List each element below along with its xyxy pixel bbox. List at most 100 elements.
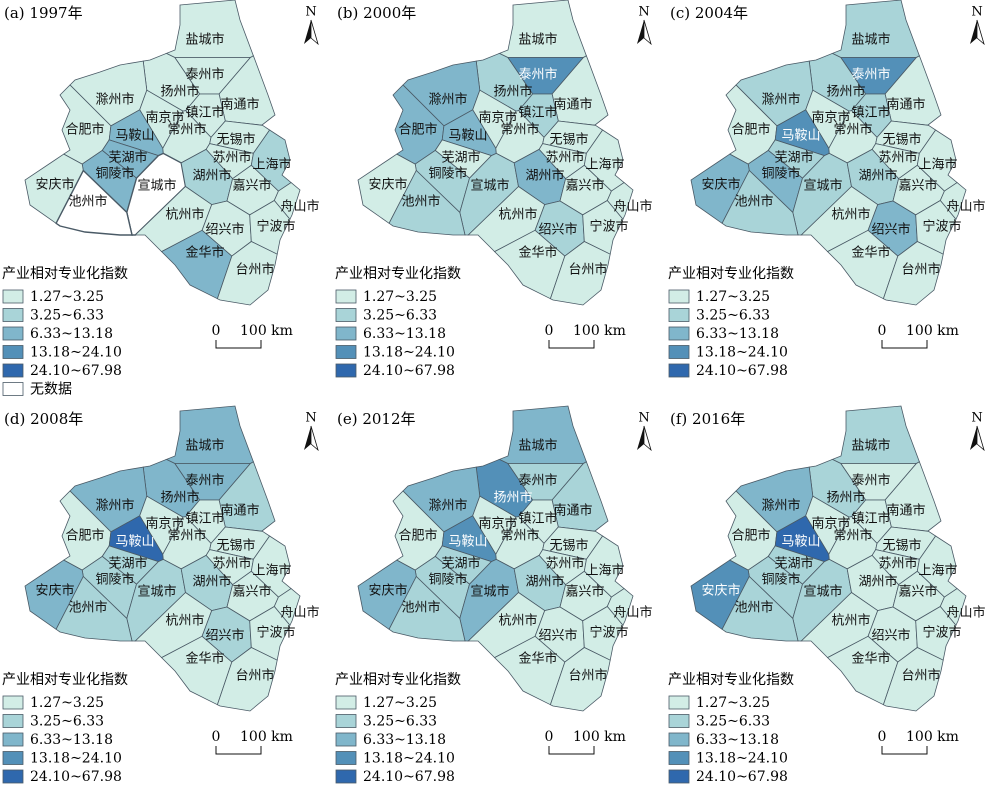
region	[721, 575, 799, 642]
region-label: 盐城市	[185, 438, 224, 454]
region-label: 滁州市	[428, 498, 467, 514]
legend-label: 24.10~67.98	[696, 363, 788, 379]
region-label: 镇江市	[185, 511, 224, 527]
region-label: 常州市	[167, 528, 206, 544]
region-label: 舟山市	[613, 605, 652, 621]
region-label: 南通市	[553, 503, 592, 519]
region-label: 铜陵市	[428, 166, 467, 182]
region-label: 嘉兴市	[898, 584, 937, 600]
north-label: N	[638, 5, 649, 20]
region-label: 台州市	[235, 262, 274, 278]
region-label: 绍兴市	[871, 222, 910, 238]
legend-swatch	[335, 345, 357, 359]
region-label: 常州市	[833, 528, 872, 544]
region-label: 扬州市	[160, 84, 199, 100]
region-label: 安庆市	[368, 177, 407, 193]
region	[388, 169, 466, 236]
north-label: N	[971, 411, 982, 426]
region-label: 宣城市	[137, 584, 176, 600]
region-label: 南通市	[553, 97, 592, 113]
region	[549, 241, 611, 306]
region-label: 泰州市	[518, 67, 557, 83]
legend-swatch	[335, 363, 357, 378]
legend-swatch	[668, 308, 690, 322]
region-label: 南通市	[886, 97, 925, 113]
north-arrow-half	[643, 19, 652, 46]
legend-swatch	[335, 769, 357, 784]
legend-swatch	[335, 326, 357, 341]
legend-swatch	[668, 326, 690, 341]
region-label: 南京市	[478, 516, 517, 532]
region-label: 湖州市	[525, 168, 564, 184]
region-label: 金华市	[518, 651, 557, 667]
region-label: 上海市	[918, 563, 957, 579]
region-label: 马鞍山	[781, 534, 820, 550]
region-label: 扬州市	[826, 490, 865, 506]
region-label: 安庆市	[701, 583, 740, 599]
scale-start: 0	[212, 729, 221, 745]
scale-start: 0	[545, 323, 554, 339]
region-label: 金华市	[851, 651, 890, 667]
legend-swatch	[2, 308, 24, 322]
region-label: 嘉兴市	[898, 178, 937, 194]
region	[216, 647, 278, 712]
region	[831, 405, 920, 464]
legend-label: 1.27~3.25	[30, 289, 104, 305]
legend-label: 13.18~24.10	[363, 751, 455, 767]
north-label: N	[638, 411, 649, 426]
legend-label: 1.27~3.25	[363, 695, 437, 711]
region-label: 镇江市	[518, 511, 557, 527]
region-label: 宁波市	[256, 625, 295, 641]
region	[357, 153, 417, 224]
region-label: 盐城市	[851, 438, 890, 454]
north-label: N	[305, 5, 316, 20]
region-label: 泰州市	[518, 473, 557, 489]
region-label: 常州市	[833, 122, 872, 138]
region-label: 滁州市	[428, 92, 467, 108]
legend-title: 产业相对专业化指数	[335, 266, 461, 282]
legend-swatch	[668, 363, 690, 378]
legend-label: 3.25~6.33	[30, 714, 104, 730]
legend-title: 产业相对专业化指数	[2, 266, 128, 282]
region-label: 金华市	[851, 245, 890, 261]
region-label: 滁州市	[95, 498, 134, 514]
north-arrow-half	[976, 19, 985, 46]
legend-label: 1.27~3.25	[696, 695, 770, 711]
legend-label: 1.27~3.25	[363, 289, 437, 305]
region-label: 无锡市	[216, 132, 255, 148]
scale-start: 0	[878, 729, 887, 745]
region-label: 杭州市	[165, 207, 204, 223]
region-label: 南通市	[886, 503, 925, 519]
region-label: 安庆市	[701, 177, 740, 193]
legend-label: 3.25~6.33	[363, 308, 437, 324]
region	[55, 575, 133, 642]
panel-title: (c) 2004年	[670, 4, 748, 22]
north-label: N	[971, 5, 982, 20]
region-label: 马鞍山	[448, 534, 487, 550]
region-label: 泰州市	[851, 473, 890, 489]
region-label: 铜陵市	[761, 572, 800, 588]
region-label: 台州市	[568, 262, 607, 278]
scale-bar	[881, 340, 928, 349]
region	[216, 241, 278, 306]
region-label: 马鞍山	[115, 128, 154, 144]
region-label: 滁州市	[95, 92, 134, 108]
legend-swatch	[335, 732, 357, 747]
legend-label: 24.10~67.98	[363, 363, 455, 379]
region-label: 铜陵市	[761, 166, 800, 182]
region	[165, 0, 254, 58]
region-label: 金华市	[518, 245, 557, 261]
region-label: 湖州市	[525, 574, 564, 590]
region-label: 池州市	[734, 600, 773, 616]
region-label: 池州市	[401, 600, 440, 616]
region-label: 常州市	[500, 122, 539, 138]
region-label: 泰州市	[185, 473, 224, 489]
region-label: 舟山市	[280, 199, 319, 215]
region-label: 池州市	[68, 600, 107, 616]
region-label: 芜湖市	[774, 556, 813, 572]
region	[165, 405, 254, 464]
region-label: 无锡市	[549, 538, 588, 554]
region-label: 绍兴市	[205, 628, 244, 644]
